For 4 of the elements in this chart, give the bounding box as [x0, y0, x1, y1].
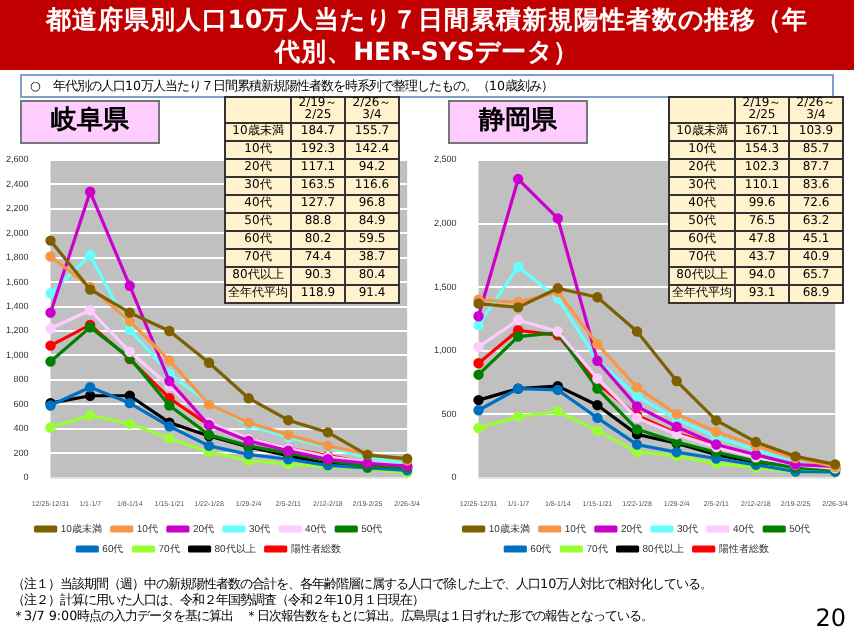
text: 都道府県別人口10万人当たり７日間累積新規陽性者数の推移（年代別、HER-SYSデータ）	[0, 0, 854, 70]
text: 20	[815, 604, 846, 632]
chart-title: 静岡県	[448, 100, 588, 144]
chart-title: 岐阜県	[20, 100, 160, 144]
